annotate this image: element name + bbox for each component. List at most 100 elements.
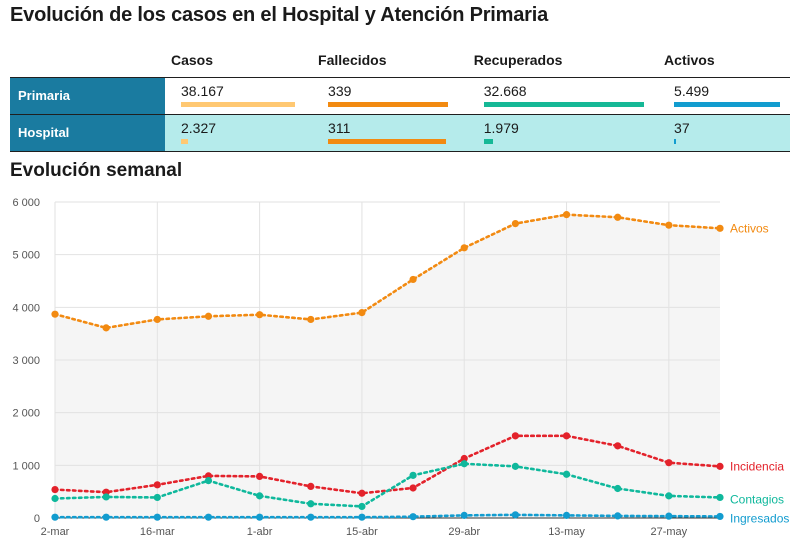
value-primaria-fallecidos: 339 (328, 82, 352, 99)
point-activos (562, 211, 571, 219)
point-activos (716, 224, 724, 232)
y-tick-label: 5 000 (12, 250, 40, 262)
x-tick-label: 13-may (548, 526, 585, 538)
header-fallecidos: Fallecidos (318, 52, 387, 69)
point-incidencia (716, 462, 724, 470)
line-activos (53, 213, 722, 330)
stats-header-row: Casos Fallecidos Recuperados Activos (10, 44, 790, 77)
point-incidencia (358, 489, 366, 497)
bar-hospital-activos (674, 138, 677, 144)
point-ingresados (51, 513, 59, 521)
stats-corner (10, 44, 165, 77)
cell-primaria-recuperados: 32.668 (467, 76, 659, 115)
x-tick-label: 27-may (651, 526, 688, 538)
row-label-primaria: Primaria (10, 76, 165, 115)
point-incidencia (51, 485, 59, 494)
point-ingresados (511, 511, 519, 519)
point-contagios (256, 492, 264, 500)
point-incidencia (614, 442, 622, 450)
point-ingresados (614, 512, 622, 520)
point-activos (204, 312, 213, 320)
point-ingresados (460, 511, 468, 519)
value-primaria-casos: 38.167 (181, 82, 224, 99)
line-contagios (53, 462, 722, 508)
point-incidencia (665, 459, 673, 467)
point-contagios (204, 477, 213, 485)
value-hospital-casos: 2.327 (181, 119, 217, 136)
value-primaria-recuperados: 32.668 (483, 82, 527, 99)
point-incidencia (256, 472, 264, 480)
series-label-activos: Activos (730, 221, 769, 235)
x-tick-label: 15-abr (346, 526, 378, 538)
y-tick-label: 4 000 (12, 302, 40, 314)
x-tick-label: 2-mar (41, 526, 70, 538)
point-incidencia (460, 454, 468, 463)
bar-primaria-recuperados (483, 101, 644, 107)
header-recuperados: Recuperados (473, 52, 563, 69)
point-activos (614, 213, 622, 221)
point-incidencia (511, 432, 519, 440)
point-contagios (358, 502, 366, 511)
point-contagios (614, 484, 622, 493)
stats-row-primaria: Primaria 38.167 339 32.668 5.499 (10, 76, 790, 115)
weekly-line-chart: 0 1 000 2 000 3 000 4 000 5 000 6 000 2-mar 16-m… (12, 197, 789, 538)
point-ingresados (716, 512, 724, 521)
bar-hospital-recuperados (483, 138, 494, 144)
point-activos (256, 311, 264, 319)
chart-subtitle: Evolución semanal (10, 160, 183, 181)
bar-hospital-fallecidos (328, 138, 446, 144)
point-contagios (511, 462, 519, 470)
bar-hospital-casos (181, 138, 189, 144)
point-ingresados (562, 511, 571, 519)
header-casos: Casos (171, 52, 214, 69)
point-incidencia (153, 481, 161, 489)
point-ingresados (256, 513, 264, 521)
value-hospital-fallecidos: 311 (328, 119, 351, 136)
point-contagios (562, 470, 571, 478)
point-contagios (153, 493, 161, 502)
point-contagios (409, 471, 417, 479)
value-hospital-recuperados: 1.979 (483, 119, 519, 136)
y-tick-label: 0 (34, 513, 40, 525)
cell-primaria-activos: 5.499 (658, 76, 790, 115)
point-ingresados (358, 513, 366, 521)
point-activos (51, 310, 59, 318)
point-incidencia (307, 482, 315, 490)
bar-primaria-activos (674, 101, 781, 107)
point-contagios (102, 493, 110, 501)
y-tick-label: 1 000 (12, 460, 40, 472)
point-contagios (51, 494, 59, 503)
point-contagios (716, 493, 724, 502)
cell-hospital-fallecidos: 311 (312, 114, 468, 152)
header-activos: Activos (664, 52, 715, 69)
value-hospital-activos: 37 (674, 119, 690, 136)
point-activos (460, 244, 468, 252)
page-title: Evolución de los casos en el Hospital y … (10, 4, 549, 26)
point-ingresados (102, 513, 110, 521)
y-tick-label: 3 000 (12, 355, 40, 367)
bar-primaria-fallecidos (328, 101, 449, 107)
point-activos (665, 221, 673, 229)
point-ingresados (204, 513, 213, 521)
point-activos (358, 309, 366, 317)
y-tick-label: 6 000 (12, 197, 40, 209)
point-activos (153, 315, 161, 324)
x-tick-label: 29-abr (448, 526, 480, 538)
value-primaria-activos: 5.499 (674, 82, 710, 99)
x-tick-label: 1-abr (247, 526, 273, 538)
point-contagios (665, 492, 673, 500)
series-label-ingresados: Ingresados (730, 511, 789, 525)
point-activos (409, 275, 417, 284)
stats-table: Casos Fallecidos Recuperados Activos Pri… (10, 44, 790, 152)
point-ingresados (665, 512, 673, 520)
point-activos (511, 219, 519, 228)
point-incidencia (562, 432, 571, 440)
bar-primaria-casos (181, 101, 295, 107)
line-ingresados (53, 513, 722, 519)
point-ingresados (409, 513, 417, 521)
cell-hospital-recuperados: 1.979 (467, 114, 659, 152)
point-contagios (460, 460, 468, 468)
point-contagios (307, 500, 315, 508)
cell-primaria-fallecidos: 339 (312, 76, 468, 115)
stats-row-hospital: Hospital 2.327 311 1.979 37 (10, 114, 790, 152)
